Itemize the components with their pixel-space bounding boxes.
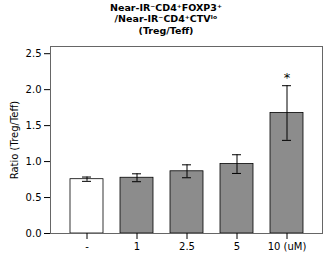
svg-text:Ratio (Treg/Teff): Ratio (Treg/Teff)	[9, 101, 20, 180]
svg-text:2.0: 2.0	[26, 84, 42, 95]
svg-text:*: *	[284, 70, 291, 85]
svg-text:1: 1	[134, 241, 140, 252]
svg-text:2.5: 2.5	[179, 241, 195, 252]
svg-text:0.0: 0.0	[26, 228, 42, 239]
html-text:Near-IR⁻CD4⁺FOXP3⁺ /Near-IR⁻CD: Near-IR⁻CD4⁺FOXP3⁺ /Near-IR⁻CD4⁺CTVˡᵒ (T…	[110, 2, 222, 36]
svg-text:1.0: 1.0	[26, 156, 42, 167]
svg-text:-: -	[85, 241, 89, 252]
svg-text:5: 5	[234, 241, 240, 252]
svg-text:10 (uM): 10 (uM)	[268, 241, 307, 252]
svg-text:2.5: 2.5	[26, 48, 42, 59]
svg-text:0.5: 0.5	[26, 192, 42, 203]
svg-text:1.5: 1.5	[26, 120, 42, 131]
